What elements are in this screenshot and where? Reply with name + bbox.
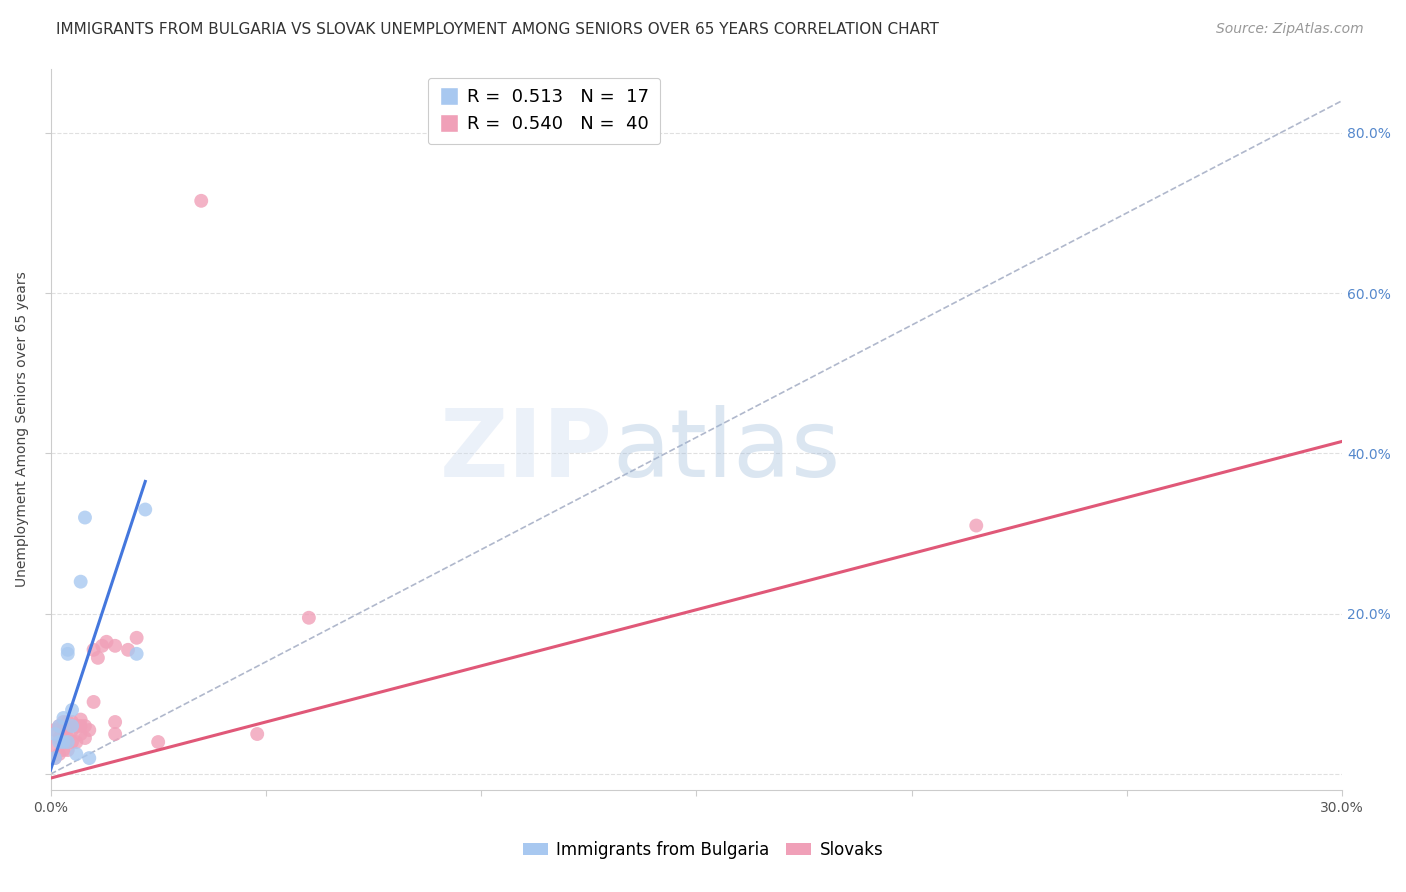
Point — [56, 643, 79, 657]
Point — [48, 735, 70, 749]
Text: IMMIGRANTS FROM BULGARIA VS SLOVAK UNEMPLOYMENT AMONG SENIORS OVER 65 YEARS CORR: IMMIGRANTS FROM BULGARIA VS SLOVAK UNEMP… — [56, 22, 939, 37]
Point — [56, 647, 79, 661]
Point — [44, 727, 66, 741]
Legend: R =  0.513   N =  17, R =  0.540   N =  40: R = 0.513 N = 17, R = 0.540 N = 40 — [427, 78, 661, 145]
Y-axis label: Unemployment Among Seniors over 65 years: Unemployment Among Seniors over 65 years — [15, 271, 30, 587]
Point — [52, 735, 75, 749]
Point — [83, 643, 105, 657]
Point — [134, 502, 156, 516]
Point — [125, 647, 148, 661]
Point — [52, 735, 75, 749]
Point — [965, 518, 987, 533]
Point — [56, 735, 79, 749]
Point — [48, 731, 70, 745]
Point — [52, 723, 75, 737]
Point — [77, 751, 100, 765]
Point — [69, 574, 91, 589]
Point — [83, 695, 105, 709]
Point — [246, 727, 269, 741]
Point — [56, 714, 79, 729]
Point — [73, 510, 96, 524]
Point — [125, 631, 148, 645]
Point — [48, 747, 70, 761]
Point — [65, 719, 87, 733]
Point — [104, 639, 127, 653]
Point — [60, 723, 83, 737]
Point — [77, 723, 100, 737]
Point — [69, 719, 91, 733]
Point — [91, 639, 114, 653]
Point — [52, 711, 75, 725]
Point — [52, 714, 75, 729]
Point — [52, 743, 75, 757]
Point — [69, 713, 91, 727]
Point — [117, 643, 139, 657]
Point — [44, 723, 66, 737]
Text: Source: ZipAtlas.com: Source: ZipAtlas.com — [1216, 22, 1364, 37]
Point — [96, 635, 118, 649]
Point — [44, 751, 66, 765]
Point — [87, 650, 110, 665]
Text: ZIP: ZIP — [440, 405, 613, 497]
Text: atlas: atlas — [613, 405, 841, 497]
Point — [44, 751, 66, 765]
Point — [73, 731, 96, 745]
Point — [65, 747, 87, 761]
Point — [60, 719, 83, 733]
Point — [104, 727, 127, 741]
Point — [60, 703, 83, 717]
Point — [73, 719, 96, 733]
Point — [56, 731, 79, 745]
Point — [56, 721, 79, 735]
Point — [56, 743, 79, 757]
Point — [44, 739, 66, 753]
Point — [298, 611, 321, 625]
Point — [48, 719, 70, 733]
Point — [65, 735, 87, 749]
Point — [190, 194, 212, 208]
Point — [48, 719, 70, 733]
Legend: Immigrants from Bulgaria, Slovaks: Immigrants from Bulgaria, Slovaks — [516, 835, 890, 866]
Point — [104, 714, 127, 729]
Point — [60, 735, 83, 749]
Point — [146, 735, 169, 749]
Point — [69, 727, 91, 741]
Point — [60, 714, 83, 729]
